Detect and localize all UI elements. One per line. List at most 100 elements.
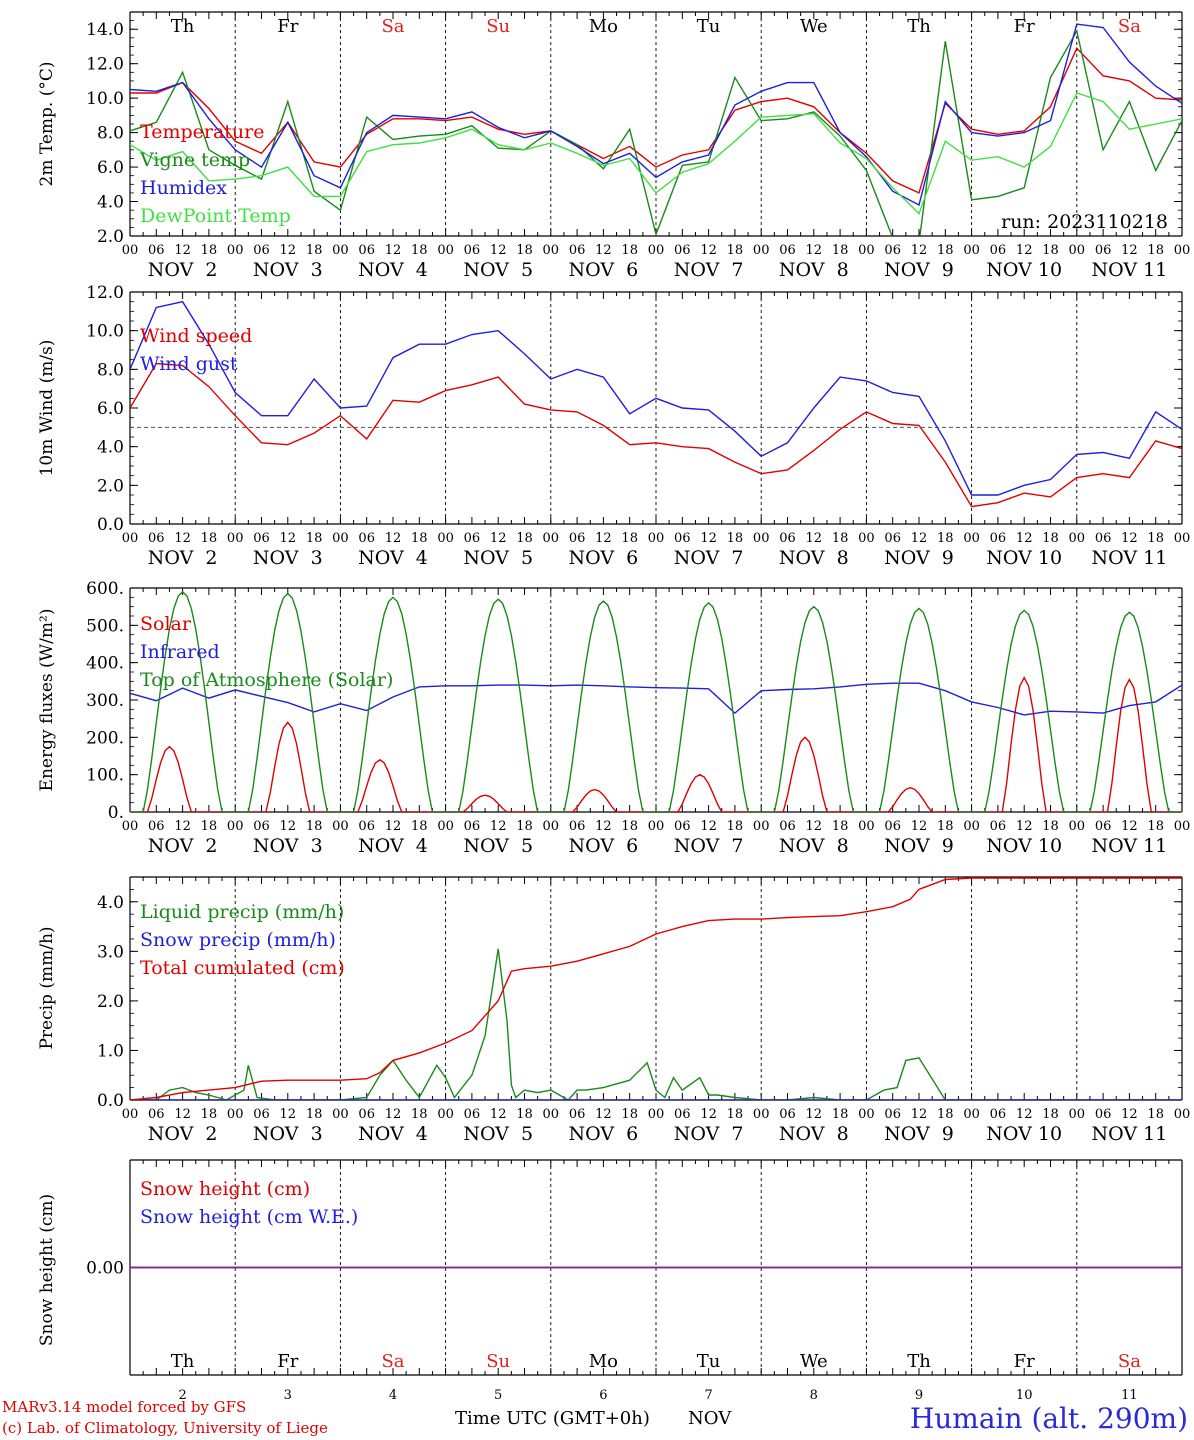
y-tick-label: 3.0 bbox=[97, 942, 124, 962]
x-hour-tick-label: 12 bbox=[280, 531, 297, 546]
x-date-label: NOV 4 bbox=[358, 1123, 428, 1145]
x-hour-tick-label: 00 bbox=[648, 1107, 665, 1122]
x-hour-tick-label: 06 bbox=[779, 1107, 796, 1122]
x-hour-tick-label: 00 bbox=[1174, 243, 1191, 258]
x-hour-tick-label: 12 bbox=[911, 1107, 928, 1122]
x-hour-tick-label: 18 bbox=[1042, 1107, 1059, 1122]
series-line-vigne-temp bbox=[130, 29, 1182, 236]
y-tick-label: 0. bbox=[108, 803, 124, 823]
y-axis-label: 2m Temp. (°C) bbox=[37, 61, 57, 186]
panel-4: 0.0 1.0 2.0 3.0 4.0 Precip (mm/h) Liquid preci… bbox=[37, 876, 1190, 1145]
x-hour-tick-label: 00 bbox=[543, 1107, 560, 1122]
legend-entry: Total cumulated (cm) bbox=[140, 957, 345, 979]
x-date-label: NOV 2 bbox=[148, 259, 218, 281]
x-hour-tick-label: 06 bbox=[358, 1107, 375, 1122]
x-hour-tick-label: 12 bbox=[490, 243, 507, 258]
y-tick-label: 200. bbox=[86, 728, 124, 748]
y-axis-label: 10m Wind (m/s) bbox=[37, 340, 57, 477]
x-hour-tick-label: 00 bbox=[437, 819, 454, 834]
x-hour-tick-label: 00 bbox=[122, 1107, 139, 1122]
x-hour-tick-label: 06 bbox=[464, 819, 481, 834]
legend-entry: Snow height (cm) bbox=[140, 1178, 310, 1200]
x-hour-tick-label: 18 bbox=[306, 243, 323, 258]
x-hour-tick-label: 12 bbox=[1016, 819, 1033, 834]
x-hour-tick-label: 12 bbox=[595, 819, 612, 834]
weekday-label: Fr bbox=[1014, 16, 1035, 37]
weekday-label-bottom: Th bbox=[171, 1351, 195, 1372]
y-tick-label: 8.0 bbox=[97, 124, 124, 144]
y-tick-label: 12.0 bbox=[86, 55, 124, 75]
x-hour-tick-label: 12 bbox=[385, 819, 402, 834]
weekday-label-bottom: Sa bbox=[381, 1351, 404, 1372]
x-hour-tick-label: 06 bbox=[884, 243, 901, 258]
x-hour-tick-label: 00 bbox=[332, 243, 349, 258]
y-tick-label: 0.0 bbox=[97, 515, 124, 535]
x-hour-tick-label: 12 bbox=[280, 819, 297, 834]
x-hour-tick-label: 18 bbox=[832, 1107, 849, 1122]
x-hour-tick-label: 18 bbox=[306, 531, 323, 546]
legend-entry: Top of Atmosphere (Solar) bbox=[140, 669, 393, 691]
x-hour-tick-label: 00 bbox=[963, 819, 980, 834]
x-hour-tick-label: 06 bbox=[674, 1107, 691, 1122]
x-date-label: NOV 3 bbox=[253, 547, 323, 569]
x-hour-tick-label: 00 bbox=[1069, 243, 1086, 258]
x-hour-tick-label: 06 bbox=[990, 819, 1007, 834]
x-hour-tick-label: 18 bbox=[832, 819, 849, 834]
panel-3: 0. 100. 200. 300. 400. 500. 600. Energy fluxes … bbox=[37, 579, 1190, 857]
x-hour-tick-label: 00 bbox=[1174, 531, 1191, 546]
x-hour-tick-label: 12 bbox=[385, 243, 402, 258]
y-axis-label: Energy fluxes (W/m²) bbox=[37, 609, 57, 792]
x-hour-tick-label: 00 bbox=[858, 819, 875, 834]
x-hour-tick-label: 12 bbox=[1121, 819, 1138, 834]
x-hour-tick-label: 00 bbox=[1174, 819, 1191, 834]
y-tick-label: 6.0 bbox=[97, 158, 124, 178]
y-axis-label: Precip (mm/h) bbox=[37, 926, 57, 1049]
x-hour-tick-label: 06 bbox=[884, 819, 901, 834]
x-hour-tick-label: 12 bbox=[595, 1107, 612, 1122]
x-hour-tick-label: 00 bbox=[648, 531, 665, 546]
x-hour-tick-label: 12 bbox=[700, 1107, 717, 1122]
x-date-label: NOV 11 bbox=[1091, 835, 1167, 857]
x-date-label: NOV 11 bbox=[1091, 259, 1167, 281]
x-hour-tick-label: 12 bbox=[385, 1107, 402, 1122]
x-hour-tick-label: 00 bbox=[543, 819, 560, 834]
x-hour-tick-label: 06 bbox=[148, 1107, 165, 1122]
series-group bbox=[130, 300, 1182, 508]
x-hour-tick-label: 06 bbox=[253, 531, 270, 546]
series-line-total-cumulated-cm bbox=[130, 877, 1182, 1100]
x-date-label: NOV 5 bbox=[463, 259, 533, 281]
y-tick-label: 4.0 bbox=[97, 438, 124, 458]
x-hour-tick-label: 18 bbox=[1147, 531, 1164, 546]
y-tick-label: 300. bbox=[86, 691, 124, 711]
weekday-label-bottom: We bbox=[800, 1351, 828, 1372]
day-number-label: 10 bbox=[1016, 1388, 1033, 1403]
x-hour-tick-label: 00 bbox=[227, 1107, 244, 1122]
y-tick-label: 12.0 bbox=[86, 283, 124, 303]
x-hour-tick-label: 18 bbox=[1042, 531, 1059, 546]
x-hour-tick-label: 06 bbox=[1095, 1107, 1112, 1122]
x-hour-tick-label: 18 bbox=[832, 243, 849, 258]
x-hour-tick-label: 00 bbox=[543, 243, 560, 258]
x-hour-tick-label: 18 bbox=[306, 819, 323, 834]
x-hour-tick-label: 06 bbox=[1095, 531, 1112, 546]
x-hour-tick-label: 18 bbox=[1147, 243, 1164, 258]
x-date-label: NOV 4 bbox=[358, 259, 428, 281]
x-hour-tick-label: 12 bbox=[911, 819, 928, 834]
x-hour-tick-label: 12 bbox=[595, 531, 612, 546]
x-date-label: NOV 5 bbox=[463, 1123, 533, 1145]
x-date-label: NOV 10 bbox=[986, 259, 1062, 281]
weekday-label-bottom: Tu bbox=[697, 1351, 721, 1372]
legend-entry: Snow height (cm W.E.) bbox=[140, 1206, 358, 1228]
x-date-label: NOV 7 bbox=[674, 1123, 744, 1145]
x-hour-tick-label: 18 bbox=[727, 1107, 744, 1122]
x-hour-tick-label: 06 bbox=[779, 819, 796, 834]
x-hour-tick-label: 06 bbox=[464, 1107, 481, 1122]
legend-entry: Wind gust bbox=[140, 353, 238, 375]
x-hour-tick-label: 00 bbox=[858, 243, 875, 258]
x-hour-tick-label: 18 bbox=[727, 531, 744, 546]
x-hour-tick-label: 18 bbox=[832, 531, 849, 546]
panel-2: 0.0 2.0 4.0 6.0 8.0 10.0 12.0 10m Wind (m/s) Win… bbox=[37, 283, 1190, 569]
x-hour-tick-label: 00 bbox=[122, 531, 139, 546]
x-hour-tick-label: 00 bbox=[437, 531, 454, 546]
x-hour-tick-label: 12 bbox=[174, 819, 191, 834]
